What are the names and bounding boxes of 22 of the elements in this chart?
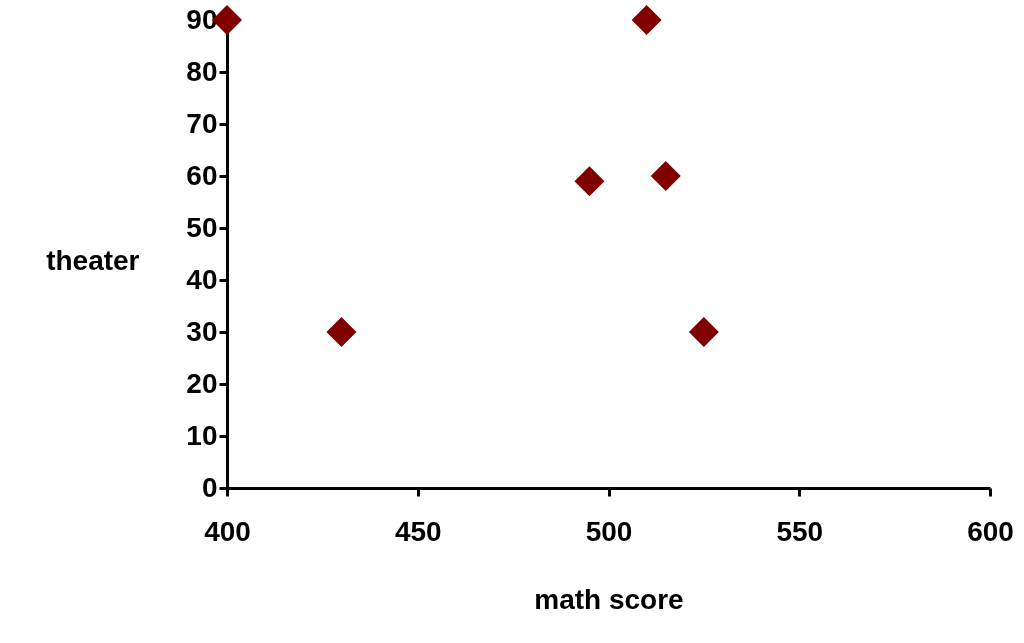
x-tick-label: 550 <box>776 515 824 547</box>
x-tick-label: 500 <box>585 515 633 547</box>
y-tick-label: 10 <box>186 419 218 451</box>
point <box>326 317 357 347</box>
y-tick-label: 80 <box>186 55 218 87</box>
x-tick-label: 450 <box>394 515 442 547</box>
point <box>650 161 681 191</box>
y-tick-label: 60 <box>186 159 218 191</box>
y-axis-title: theater <box>46 244 140 276</box>
point <box>574 166 605 197</box>
x-tick-label: 400 <box>204 515 251 547</box>
y-tick-label: 70 <box>186 107 218 139</box>
x-axis-title: math score <box>534 583 684 615</box>
y-tick-label: 90 <box>186 3 218 35</box>
y-tick-label: 20 <box>186 367 218 399</box>
y-tick-label: 50 <box>186 211 218 243</box>
y-tick-label: 30 <box>186 315 218 347</box>
point <box>631 5 662 35</box>
y-tick-label: 40 <box>186 263 218 295</box>
y-tick-label: 0 <box>201 471 218 503</box>
x-tick-label: 600 <box>967 515 1014 547</box>
point <box>688 317 719 347</box>
